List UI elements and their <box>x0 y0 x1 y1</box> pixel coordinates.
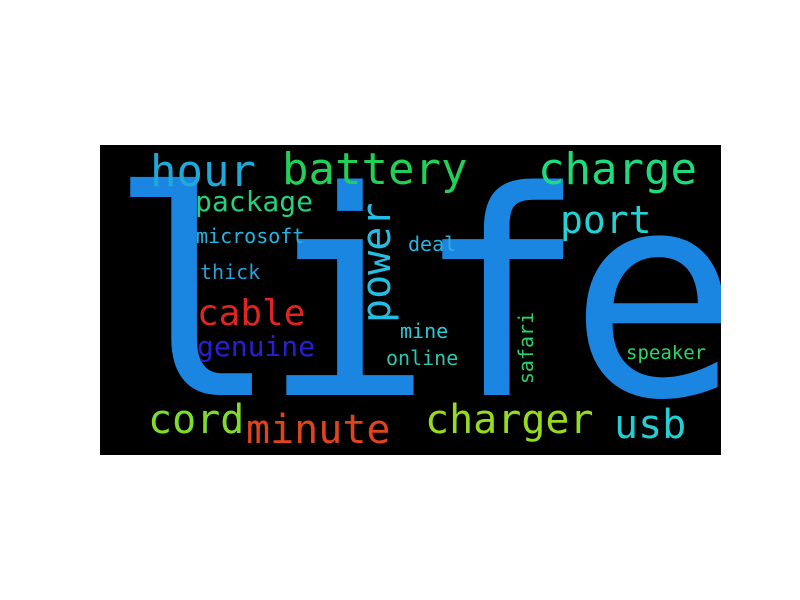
word-thick: thick <box>200 260 261 284</box>
word-online: online <box>386 346 459 370</box>
word-safari: safari <box>514 311 538 385</box>
word-life: life <box>108 145 721 455</box>
word-microsoft: microsoft <box>196 224 305 248</box>
word-deal: deal <box>408 232 457 256</box>
word-package: package <box>195 185 314 218</box>
word-cable: cable <box>197 293 306 334</box>
word-power: power <box>354 202 400 323</box>
word-cord: cord <box>148 397 245 443</box>
word-usb: usb <box>614 402 687 448</box>
word-cloud: life hour battery charge package port mi… <box>100 145 721 455</box>
word-battery: battery <box>282 145 468 195</box>
word-charge: charge <box>538 145 697 195</box>
word-minute: minute <box>246 407 391 453</box>
word-port: port <box>560 198 652 242</box>
word-genuine: genuine <box>197 330 316 363</box>
word-speaker: speaker <box>626 342 707 364</box>
word-charger: charger <box>425 397 594 443</box>
word-mine: mine <box>400 319 449 343</box>
word-hour: hour <box>150 146 256 197</box>
